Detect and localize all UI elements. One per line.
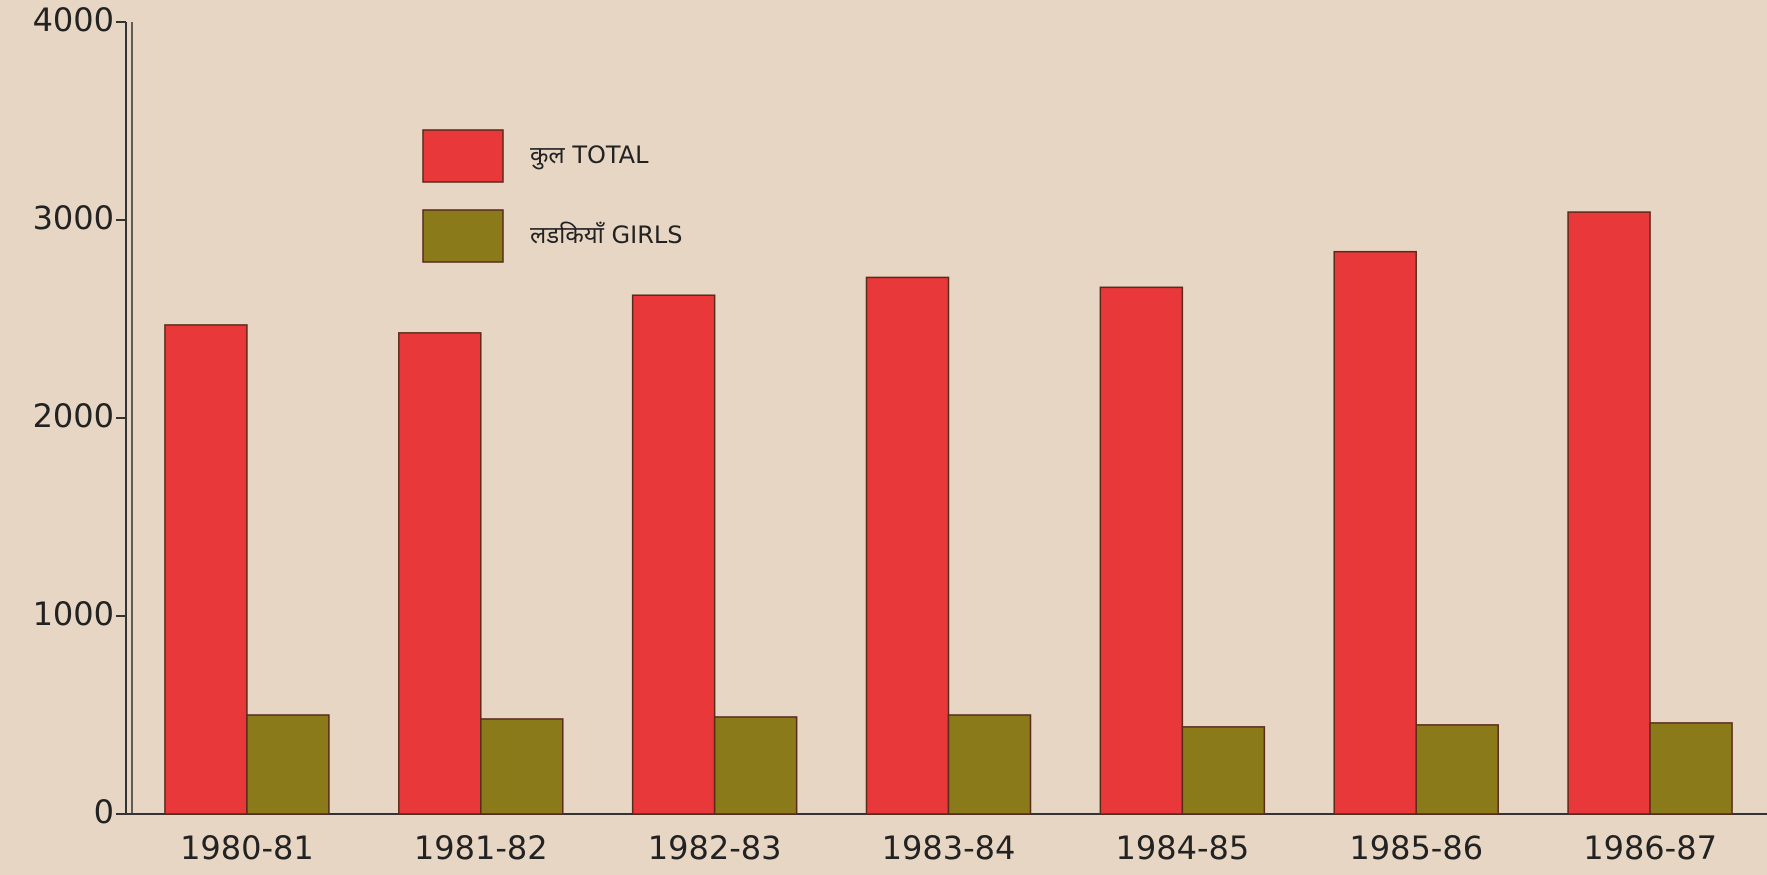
bar [631, 294, 716, 815]
bar [865, 276, 950, 815]
bar [1333, 250, 1417, 815]
bar [480, 718, 564, 815]
bar [398, 332, 482, 815]
legend-label: कुल TOTAL [530, 141, 649, 170]
bar [164, 324, 248, 815]
y-tick-label: 2000 [33, 397, 114, 435]
x-tick-label: 1983-84 [882, 829, 1016, 867]
x-tick-label: 1984-85 [1116, 829, 1250, 867]
bar [1649, 722, 1733, 815]
legend-label: लडकियाँ GIRLS [530, 221, 682, 249]
y-tick-label: 3000 [33, 199, 114, 237]
x-tick-label: 1985-86 [1349, 829, 1483, 867]
legend-swatch [422, 209, 504, 263]
bar [713, 716, 798, 815]
y-tick-label: 0 [94, 793, 114, 831]
bar [1415, 724, 1499, 815]
bar [947, 714, 1032, 815]
y-tick-label: 1000 [33, 595, 114, 633]
legend-swatch [422, 129, 504, 183]
bar [246, 714, 330, 815]
x-tick-label: 1981-82 [414, 829, 548, 867]
y-tick-label: 4000 [33, 1, 114, 39]
x-tick-label: 1986-87 [1583, 829, 1717, 867]
x-tick-label: 1980-81 [180, 829, 314, 867]
bar [1181, 726, 1266, 815]
x-tick-label: 1982-83 [648, 829, 782, 867]
bar [1567, 211, 1651, 815]
bar [1099, 286, 1184, 815]
